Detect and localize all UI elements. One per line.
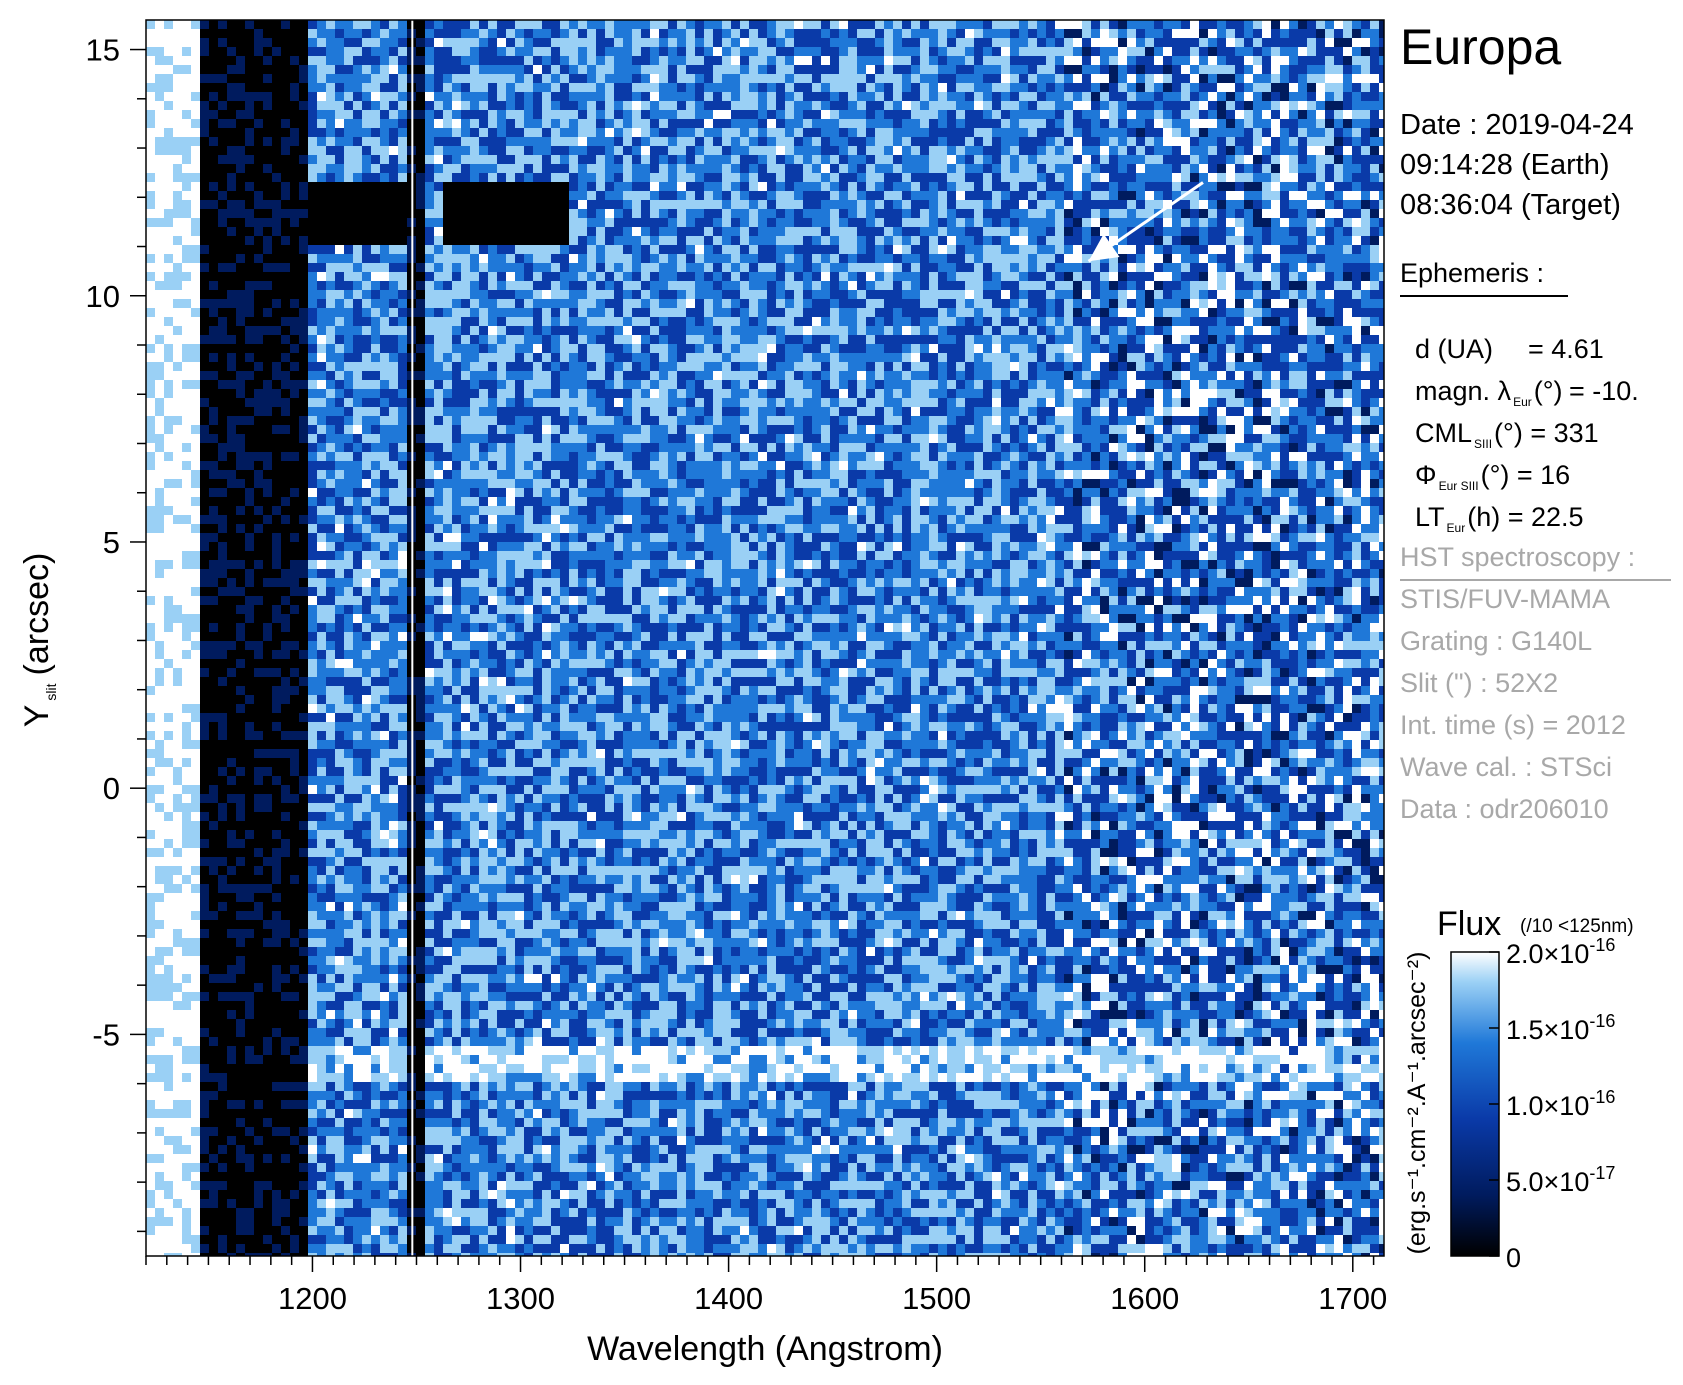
- x-axis-label: Wavelength (Angstrom): [587, 1330, 943, 1368]
- y-axis-label-sub: slit: [43, 683, 59, 700]
- hst-line-slit: Slit (") : 52X2: [1400, 668, 1559, 698]
- eph-distance: d (UA) = 4.61: [1400, 303, 1604, 365]
- date-block: Date : 2019-04-24 09:14:28 (Earth) 08:36:0…: [1400, 105, 1634, 225]
- hst-underline: [1400, 579, 1671, 581]
- eph-lt-rest: (h) = 22.5: [1467, 502, 1584, 532]
- eph-magn-label: magn. λ: [1415, 376, 1512, 406]
- ephemeris-underline: [1400, 295, 1568, 297]
- eph-magn-lat: magn. λ Eur(°) = -10.: [1400, 345, 1639, 409]
- y-tick-label: 0: [103, 771, 120, 806]
- y-axis-label: Yslit (arcsec): [18, 553, 59, 728]
- y-axis-ticks: -5 0 5 10 15: [86, 33, 146, 1233]
- hst-line-inttime: Int. time (s) = 2012: [1400, 710, 1626, 740]
- eph-magn-value: = -10.: [1569, 376, 1639, 406]
- target-name: Europa: [1400, 19, 1562, 75]
- date-line: Date : 2019-04-24: [1400, 109, 1634, 141]
- colorbar-title: Flux: [1437, 905, 1501, 943]
- x-axis-ticks: 1200 1300 1400 1500 1600 1700: [145, 1256, 1387, 1316]
- hst-heading: HST spectroscopy :: [1400, 542, 1636, 572]
- x-tick-label: 1400: [694, 1281, 763, 1316]
- x-tick-label: 1300: [486, 1281, 555, 1316]
- eph-cml-rest: (°) = 331: [1494, 418, 1599, 448]
- x-tick-label: 1200: [278, 1281, 347, 1316]
- arrow-head: [1088, 233, 1120, 262]
- eph-distance-label: d (UA): [1415, 334, 1494, 364]
- eph-magn-sub: Eur: [1513, 395, 1532, 409]
- spectral-image-heatmap: [146, 20, 1384, 1256]
- colorbar-tick-label: 0: [1506, 1243, 1521, 1273]
- colorbar-note: (/10 <125nm): [1520, 916, 1634, 937]
- y-tick-label: 15: [86, 33, 120, 68]
- time-target: 08:36:04 (Target): [1400, 189, 1621, 221]
- hst-line-wavecal: Wave cal. : STSci: [1400, 752, 1613, 782]
- eph-cml-sub: SIII: [1474, 437, 1493, 451]
- x-tick-label: 1500: [902, 1281, 971, 1316]
- y-axis-label-unit: (arcsec): [18, 553, 56, 676]
- eph-phi-rest: (°) = 16: [1480, 460, 1571, 490]
- eph-cml: CML SIII(°) = 331: [1400, 387, 1599, 451]
- eph-lt-label: LT: [1415, 502, 1445, 532]
- colorbar: Flux (/10 <125nm) (erg.s⁻¹.cm⁻².A⁻¹.arcs…: [1403, 905, 1634, 1273]
- colorbar-tick-label: 1.0×10-16: [1506, 1087, 1615, 1121]
- y-tick-label: -5: [92, 1017, 120, 1052]
- colorbar-tick-label: 2.0×10-16: [1506, 935, 1615, 969]
- x-tick-label: 1700: [1318, 1281, 1387, 1316]
- eph-cml-label: CML: [1415, 418, 1473, 448]
- eph-phi: Φ Eur SIII(°) = 16: [1400, 429, 1570, 493]
- heatmap-cells: [146, 20, 1384, 1256]
- plot-frame: [145, 19, 1385, 1257]
- hst-line-grating: Grating : G140L: [1400, 626, 1593, 656]
- y-axis-label-main: Y: [18, 705, 56, 728]
- y-tick-label: 5: [103, 525, 120, 560]
- eph-magn-unit: (°): [1533, 376, 1563, 406]
- eph-distance-value: = 4.61: [1528, 334, 1604, 364]
- time-earth: 09:14:28 (Earth): [1400, 149, 1610, 181]
- eph-lt: LT Eur(h) = 22.5: [1400, 471, 1584, 535]
- colorbar-tick-label: 1.5×10-16: [1506, 1011, 1615, 1045]
- eph-lt-sub: Eur: [1446, 521, 1466, 535]
- y-tick-label: 10: [86, 279, 120, 314]
- hst-line-instrument: STIS/FUV-MAMA: [1400, 584, 1611, 614]
- ephemeris-heading: Ephemeris :: [1400, 258, 1545, 288]
- x-tick-label: 1600: [1110, 1281, 1179, 1316]
- eph-phi-sub: Eur SIII: [1438, 479, 1479, 493]
- colorbar-ticks: 0 5.0×10-17 1.0×10-16 1.5×10-16 2.0×10-16: [1489, 935, 1615, 1273]
- hst-line-data: Data : odr206010: [1400, 794, 1609, 824]
- eph-phi-label: Φ: [1415, 460, 1437, 490]
- colorbar-unit: (erg.s⁻¹.cm⁻².A⁻¹.arcsec⁻²): [1403, 952, 1431, 1255]
- arrow-annotation: [1087, 181, 1204, 263]
- colorbar-tick-label: 5.0×10-17: [1506, 1163, 1615, 1197]
